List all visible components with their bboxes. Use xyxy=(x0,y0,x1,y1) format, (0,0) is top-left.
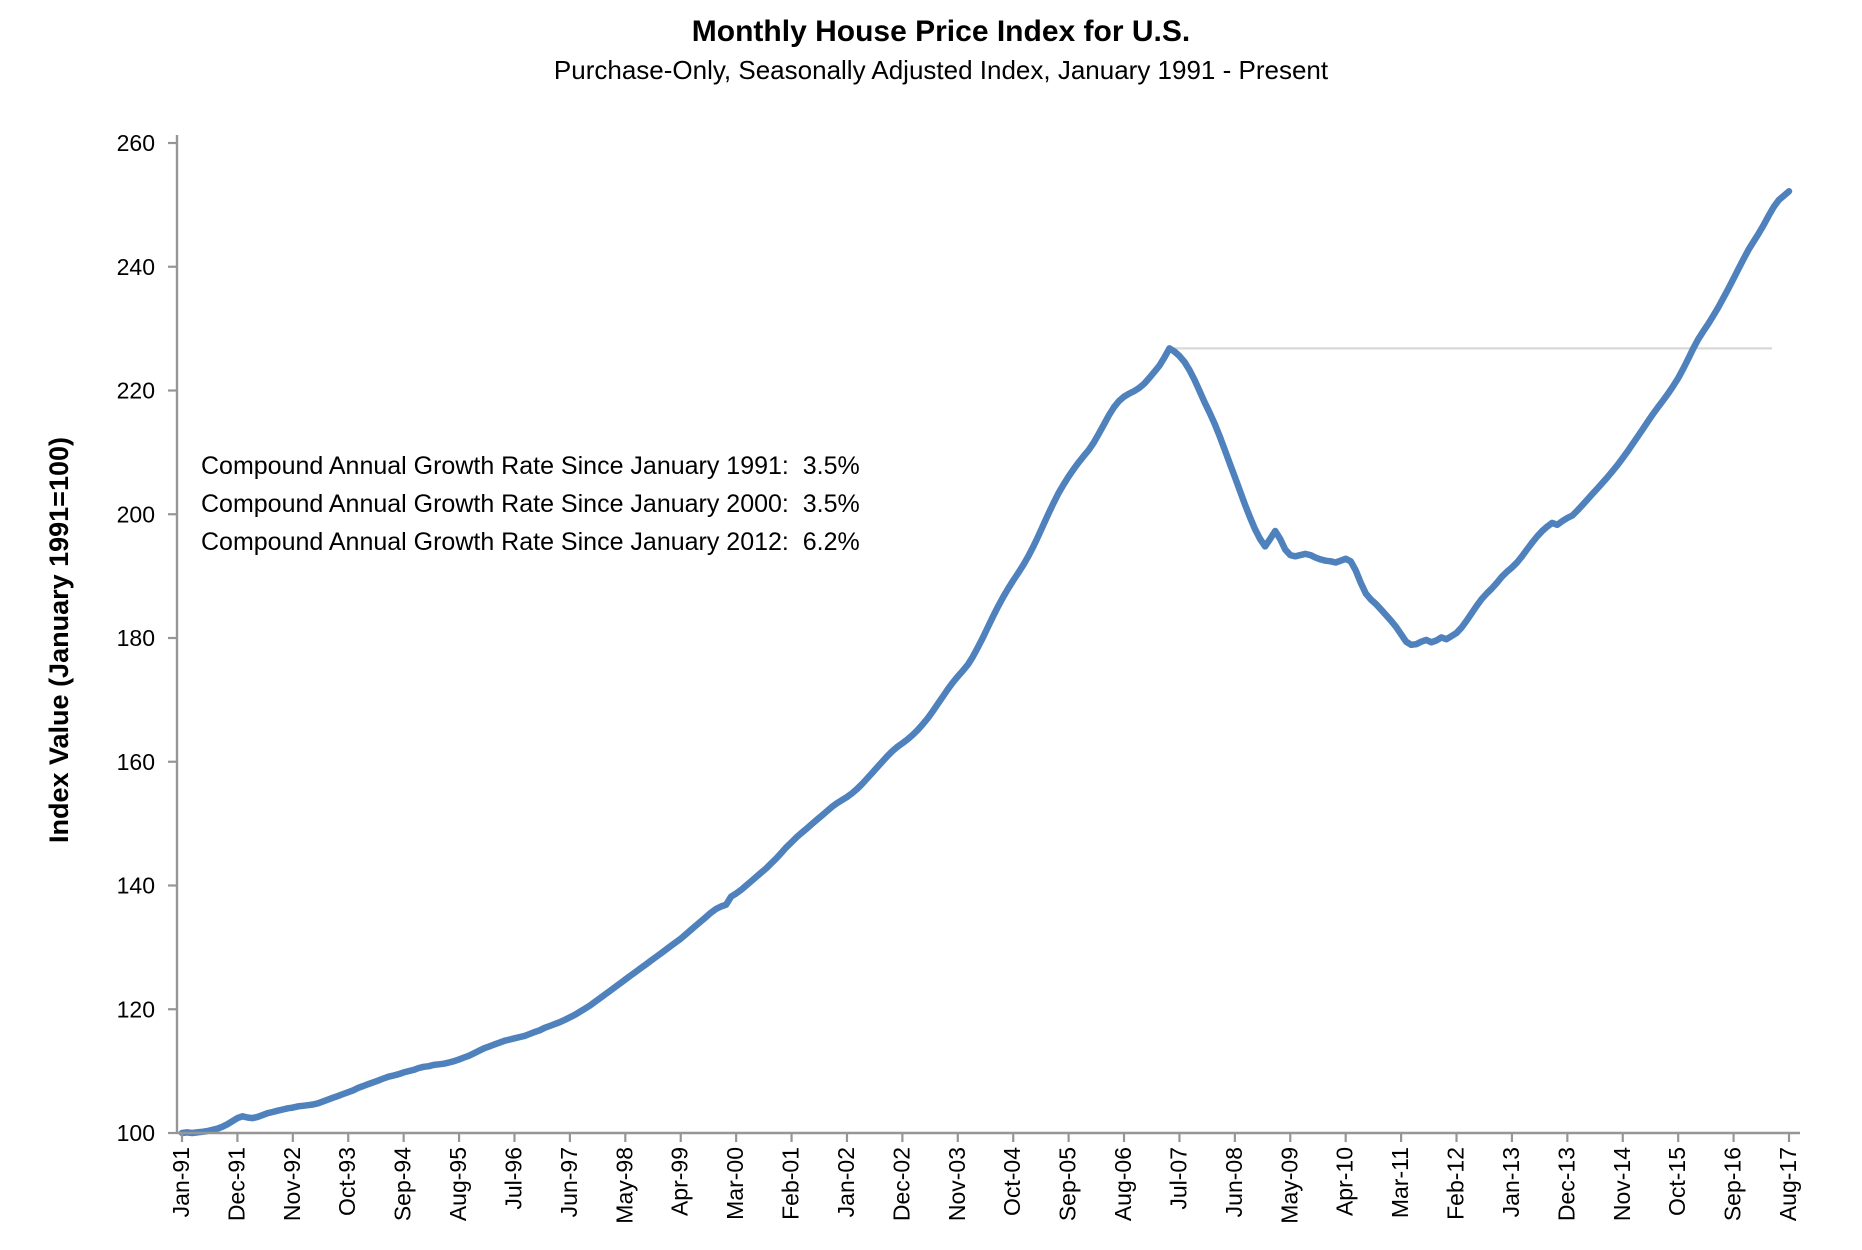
x-tick-label: Mar-00 xyxy=(722,1147,748,1220)
y-tick-label: 180 xyxy=(117,625,155,651)
chart-title: Monthly House Price Index for U.S. xyxy=(691,15,1191,48)
x-tick-label: Jun-08 xyxy=(1221,1147,1247,1217)
x-tick-label: Sep-05 xyxy=(1055,1147,1081,1221)
x-tick-label: Jan-91 xyxy=(168,1147,194,1217)
y-tick-label: 100 xyxy=(117,1120,155,1146)
x-tick-label: Apr-10 xyxy=(1332,1147,1358,1216)
y-tick-label: 120 xyxy=(117,996,155,1022)
y-tick-label: 220 xyxy=(117,378,155,404)
y-tick-label: 260 xyxy=(117,130,155,156)
cagr-annotation-1991: Compound Annual Growth Rate Since Januar… xyxy=(201,452,860,480)
x-tick-label: Feb-01 xyxy=(778,1147,804,1220)
x-tick-label: Oct-93 xyxy=(334,1147,360,1216)
y-axis-title: Index Value (January 1991=100) xyxy=(44,437,74,843)
x-tick-label: Feb-12 xyxy=(1443,1147,1469,1220)
x-tick-label: May-09 xyxy=(1276,1147,1302,1224)
x-tick-label: Mar-11 xyxy=(1387,1147,1413,1218)
x-tick-label: Jun-97 xyxy=(556,1147,582,1217)
x-tick-label: Apr-99 xyxy=(667,1147,693,1216)
x-tick-label: Nov-03 xyxy=(944,1147,970,1221)
x-tick-label: Jul-07 xyxy=(1165,1147,1191,1210)
x-tick-label: Jul-96 xyxy=(501,1147,527,1210)
x-tick-label: Sep-94 xyxy=(390,1147,416,1221)
x-tick-label: Dec-13 xyxy=(1553,1147,1579,1221)
y-tick-label: 140 xyxy=(117,873,155,899)
x-tick-label: Nov-14 xyxy=(1609,1147,1635,1221)
x-tick-label: Jan-02 xyxy=(833,1147,859,1217)
x-tick-label: Dec-91 xyxy=(223,1147,249,1221)
x-tick-label: Aug-06 xyxy=(1110,1147,1136,1221)
cagr-annotations: Compound Annual Growth Rate Since Januar… xyxy=(201,447,860,561)
x-tick-label: Aug-17 xyxy=(1775,1147,1801,1221)
y-tick-label: 200 xyxy=(117,501,155,527)
y-tick-label: 160 xyxy=(117,749,155,775)
x-tick-label: May-98 xyxy=(611,1147,637,1224)
y-tick-label: 240 xyxy=(117,254,155,280)
x-tick-label: Oct-15 xyxy=(1664,1147,1690,1216)
x-tick-label: Sep-16 xyxy=(1720,1147,1746,1221)
hpi-series-line xyxy=(178,188,1793,1137)
x-tick-label: Nov-92 xyxy=(279,1147,305,1221)
cagr-annotation-2012: Compound Annual Growth Rate Since Januar… xyxy=(201,528,860,556)
x-tick-label: Aug-95 xyxy=(445,1147,471,1221)
x-tick-label: Jan-13 xyxy=(1498,1147,1524,1217)
x-tick-label: Oct-04 xyxy=(999,1147,1025,1216)
cagr-annotation-2000: Compound Annual Growth Rate Since Januar… xyxy=(201,490,860,518)
chart-subtitle: Purchase-Only, Seasonally Adjusted Index… xyxy=(553,55,1329,85)
x-tick-label: Dec-02 xyxy=(888,1147,914,1221)
chart-header: Monthly House Price Index for U.S. Purch… xyxy=(20,14,1862,86)
